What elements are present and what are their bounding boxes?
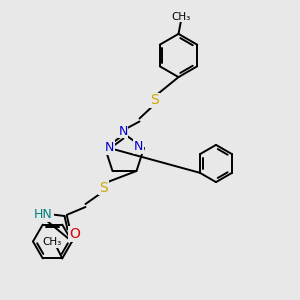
Text: N: N [134, 140, 143, 153]
Text: HN: HN [34, 208, 53, 221]
Text: N: N [118, 124, 128, 138]
Text: N: N [105, 141, 114, 154]
Text: CH₃: CH₃ [43, 237, 62, 247]
Text: CH₃: CH₃ [171, 11, 190, 22]
Text: S: S [99, 181, 108, 194]
Text: S: S [150, 94, 159, 107]
Text: O: O [69, 227, 80, 241]
